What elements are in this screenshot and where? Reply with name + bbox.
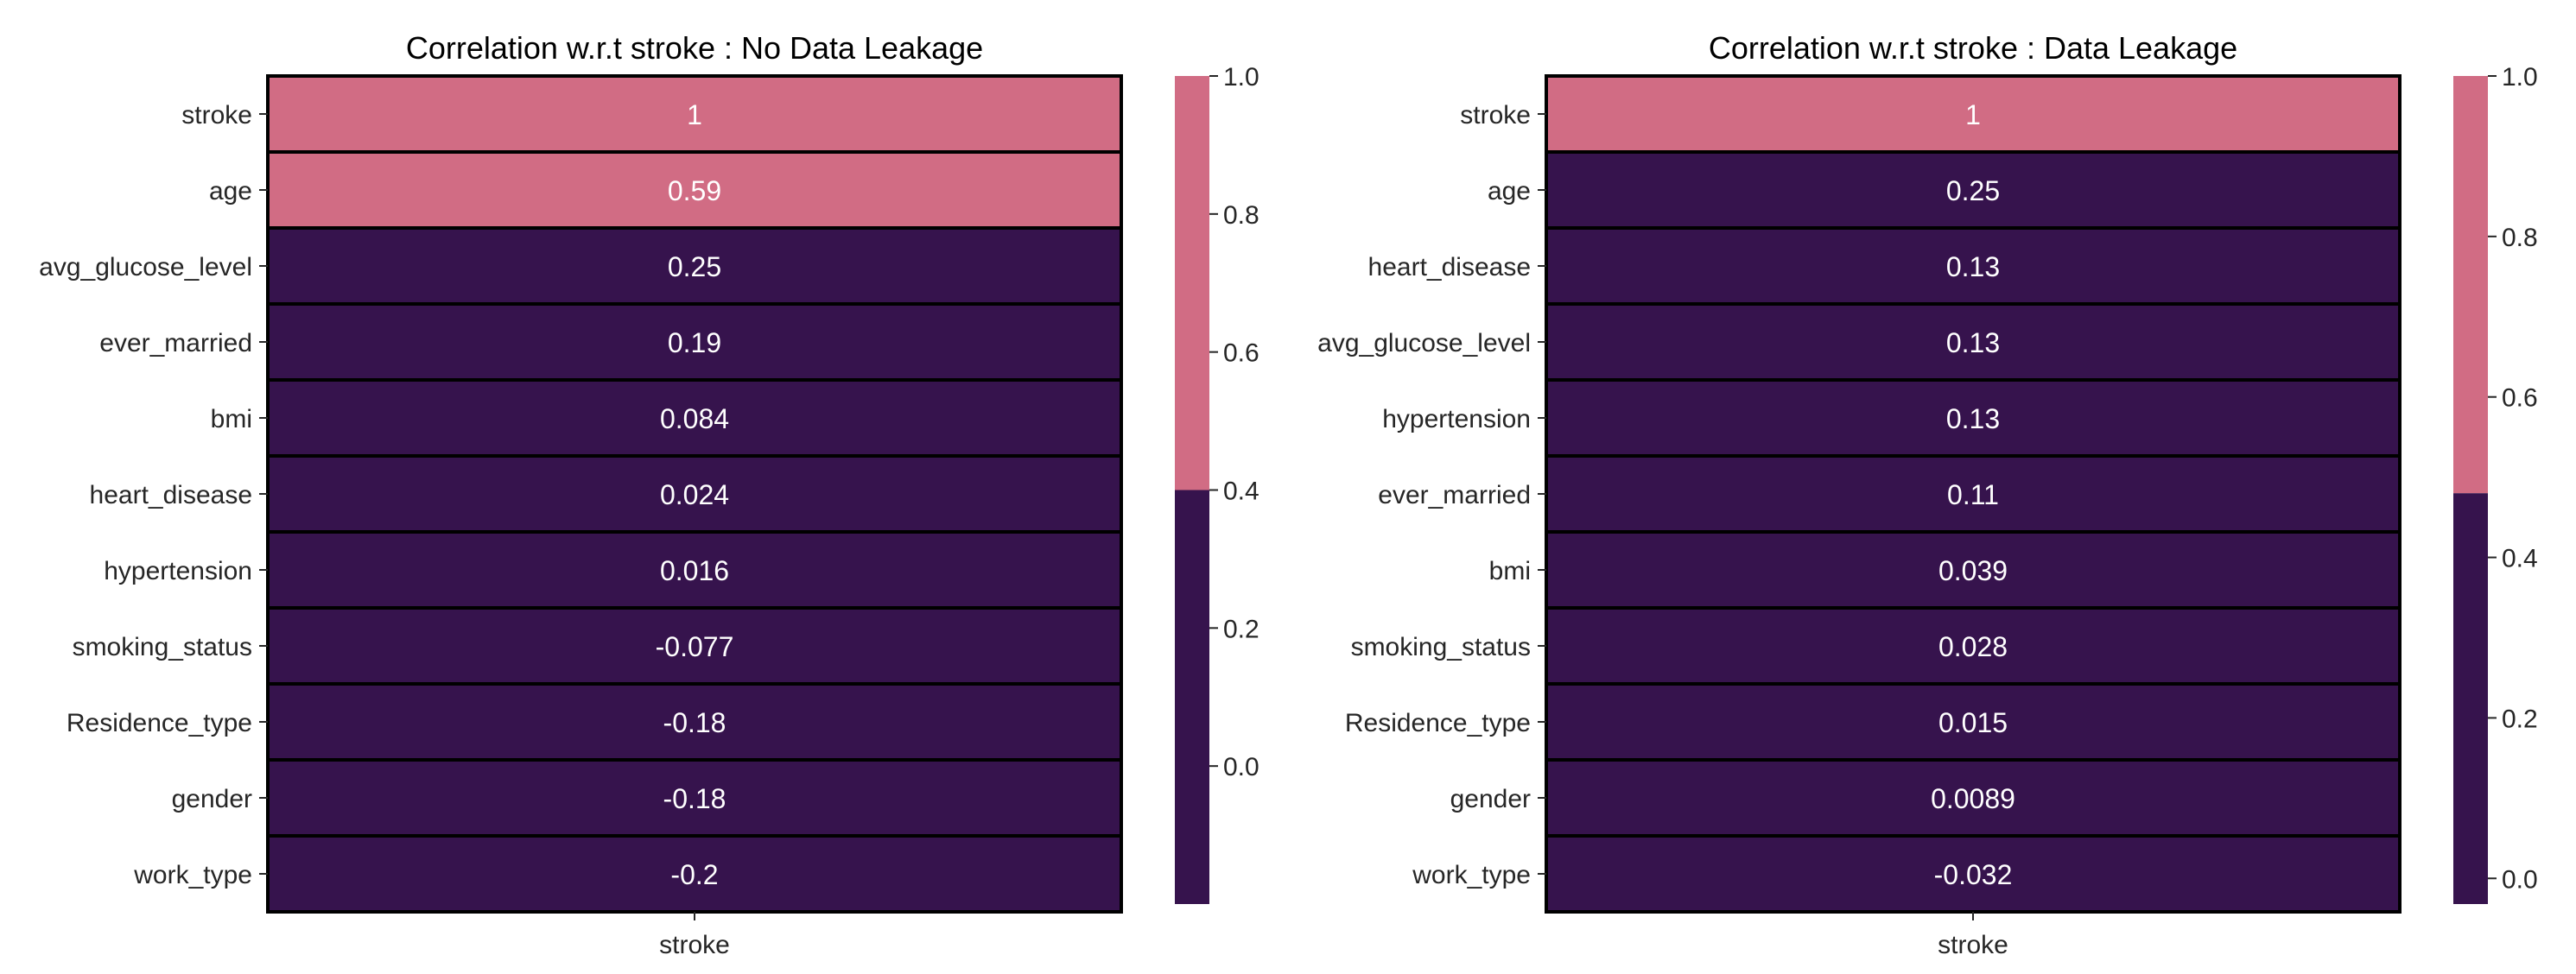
colorbar-tick-label-left-1: 0.2 [1223, 615, 1259, 643]
cell-value-left-hypertension: 0.016 [660, 555, 729, 586]
cell-value-left-age: 0.59 [668, 175, 721, 206]
colorbar-upper-left [1175, 76, 1209, 490]
heatmap-cell-right-avg-glucose-level [1545, 302, 2402, 382]
row-label-right-gender: gender [1450, 785, 1531, 813]
colorbar-tick-label-left-4: 0.8 [1223, 201, 1259, 230]
heatmap-cell-left-stroke [266, 74, 1123, 154]
row-label-left-gender: gender [172, 785, 252, 813]
cell-value-right-work-type: -0.032 [1934, 859, 2013, 890]
colorbar-tick-label-right-1: 0.2 [2502, 705, 2538, 733]
row-label-left-hypertension: hypertension [104, 557, 252, 585]
cell-value-right-hypertension: 0.13 [1946, 403, 2000, 434]
row-label-right-age: age [1488, 177, 1531, 206]
colorbar-tick-label-right-5: 1.0 [2502, 63, 2538, 92]
heatmap-cell-left-hypertension [266, 530, 1123, 610]
heatmap-cell-right-age [1545, 150, 2402, 230]
x-axis-label-left: stroke [659, 931, 730, 959]
colorbar-lower-right [2453, 493, 2488, 904]
cell-value-left-stroke: 1 [687, 99, 702, 130]
cell-value-left-heart-disease: 0.024 [660, 479, 729, 510]
row-label-left-smoking-status: smoking_status [73, 633, 252, 661]
heatmap-cell-left-bmi [266, 378, 1123, 458]
chart-title-left: Correlation w.r.t stroke : No Data Leaka… [406, 30, 983, 66]
cell-value-left-bmi: 0.084 [660, 403, 729, 434]
row-label-right-heart-disease: heart_disease [1368, 253, 1531, 281]
cell-value-right-heart-disease: 0.13 [1946, 251, 2000, 282]
colorbar-tick-label-left-0: 0.0 [1223, 753, 1259, 781]
cell-value-left-work-type: -0.2 [670, 859, 718, 890]
cell-value-left-ever-married: 0.19 [668, 327, 721, 358]
cell-value-right-smoking-status: 0.028 [1938, 631, 2008, 662]
colorbar-tick-label-left-5: 1.0 [1223, 63, 1259, 92]
cell-value-right-avg-glucose-level: 0.13 [1946, 327, 2000, 358]
colorbar-tick-label-right-2: 0.4 [2502, 545, 2538, 573]
chart-title-right: Correlation w.r.t stroke : Data Leakage [1709, 30, 2237, 66]
heatmap-cell-right-residence-type [1545, 682, 2402, 762]
row-label-left-heart-disease: heart_disease [90, 481, 252, 509]
row-label-right-work-type: work_type [1412, 861, 1531, 889]
row-label-right-stroke: stroke [1460, 101, 1531, 130]
row-label-right-ever-married: ever_married [1378, 481, 1531, 509]
x-axis-label-right: stroke [1938, 931, 2008, 959]
colorbar-tick-label-left-3: 0.6 [1223, 339, 1259, 368]
row-label-left-work-type: work_type [133, 861, 252, 889]
cell-value-right-residence-type: 0.015 [1938, 707, 2008, 738]
row-label-right-smoking-status: smoking_status [1351, 633, 1531, 661]
cell-value-left-avg-glucose-level: 0.25 [668, 251, 721, 282]
colorbar-upper-right [2453, 76, 2488, 494]
row-label-right-bmi: bmi [1489, 557, 1531, 585]
row-label-left-age: age [209, 177, 252, 206]
heatmap-cell-left-avg-glucose-level [266, 226, 1123, 306]
cell-value-right-bmi: 0.039 [1938, 555, 2008, 586]
cell-value-right-gender: 0.0089 [1931, 783, 2015, 814]
colorbar-lower-left [1175, 490, 1209, 904]
colorbar-tick-label-left-2: 0.4 [1223, 478, 1259, 506]
cell-value-left-residence-type: -0.18 [663, 707, 726, 738]
cell-value-right-age: 0.25 [1946, 175, 2000, 206]
cell-value-left-smoking-status: -0.077 [656, 631, 734, 662]
colorbar-tick-label-right-4: 0.8 [2502, 224, 2538, 252]
heatmap-cell-left-heart-disease [266, 454, 1123, 534]
heatmap-cell-left-gender [266, 758, 1123, 838]
heatmap-cell-right-gender [1545, 758, 2402, 838]
row-label-right-hypertension: hypertension [1382, 405, 1531, 433]
row-label-right-avg-glucose-level: avg_glucose_level [1317, 329, 1531, 357]
row-label-left-avg-glucose-level: avg_glucose_level [39, 253, 252, 281]
row-label-left-residence-type: Residence_type [67, 709, 252, 737]
row-label-left-stroke: stroke [181, 101, 252, 130]
row-label-left-bmi: bmi [211, 405, 252, 433]
colorbar-tick-label-right-0: 0.0 [2502, 865, 2538, 894]
cell-value-left-gender: -0.18 [663, 783, 726, 814]
colorbar-tick-label-right-3: 0.6 [2502, 384, 2538, 413]
row-label-left-ever-married: ever_married [99, 329, 252, 357]
heatmap-cell-left-age [266, 150, 1123, 230]
heatmap-cell-right-smoking-status [1545, 606, 2402, 686]
row-label-right-residence-type: Residence_type [1345, 709, 1531, 737]
cell-value-right-stroke: 1 [1965, 99, 1981, 130]
cell-value-right-ever-married: 0.11 [1947, 479, 1999, 510]
